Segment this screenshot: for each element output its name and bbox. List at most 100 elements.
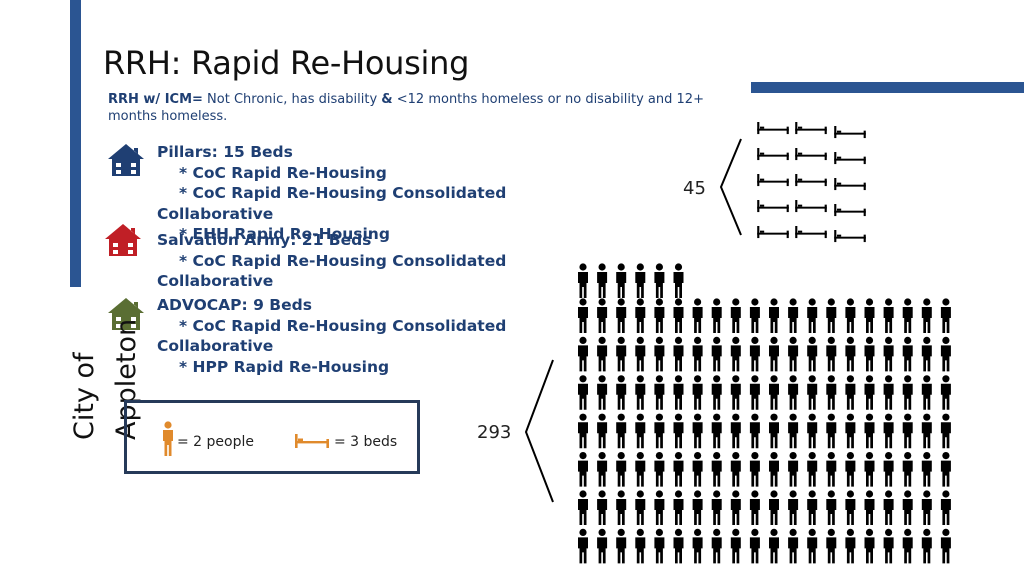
person-icon xyxy=(788,375,799,410)
person-icon xyxy=(864,413,875,449)
person-icon xyxy=(673,528,684,564)
house-icon xyxy=(105,224,141,256)
person-icon xyxy=(654,490,665,525)
person-icon xyxy=(616,298,627,333)
person-icon xyxy=(730,452,741,487)
person-icon xyxy=(749,375,760,410)
person-icon xyxy=(845,452,856,487)
person-icon xyxy=(578,263,588,298)
person-icon xyxy=(654,528,665,564)
legend-bed-text: = 3 beds xyxy=(334,434,398,450)
person-icon xyxy=(769,452,779,487)
person-icon xyxy=(616,452,627,487)
person-icon xyxy=(769,336,779,372)
person-icon xyxy=(635,490,646,525)
person-icon xyxy=(845,375,856,410)
program-item: Collaborative xyxy=(157,272,274,290)
right-accent-bar xyxy=(751,82,1024,93)
person-icon xyxy=(902,375,913,410)
house-icon xyxy=(108,144,144,176)
person-icon xyxy=(883,490,894,525)
person-icon xyxy=(711,413,722,449)
person-icon xyxy=(616,528,627,564)
people-bracket xyxy=(524,359,554,503)
person-icon xyxy=(749,336,760,372)
program-item: * CoC Rapid Re-Housing Consolidated xyxy=(179,251,507,270)
person-icon xyxy=(616,263,627,298)
person-icon xyxy=(788,413,799,449)
person-icon xyxy=(845,336,856,372)
person-icon xyxy=(769,298,779,333)
program-item: * HPP Rapid Re-Housing xyxy=(179,357,390,376)
person-icon xyxy=(635,452,646,487)
person-icon xyxy=(864,336,875,372)
person-icon xyxy=(845,298,856,333)
legend-box: = 2 people = 3 beds xyxy=(124,400,420,474)
bed-icon xyxy=(795,174,827,187)
person-icon xyxy=(163,421,173,456)
person-icon xyxy=(921,490,932,525)
person-icon xyxy=(597,298,608,333)
bed-icon xyxy=(795,200,827,213)
person-icon xyxy=(635,375,646,410)
person-icon xyxy=(616,336,627,372)
person-icon xyxy=(940,452,951,487)
person-icon xyxy=(902,490,913,525)
person-icon xyxy=(807,336,818,372)
person-icon xyxy=(921,528,932,564)
person-icon xyxy=(826,336,837,372)
person-icon xyxy=(826,452,837,487)
house-icon xyxy=(108,298,144,330)
person-icon xyxy=(578,452,588,487)
person-icon xyxy=(940,298,951,333)
person-icon xyxy=(845,490,856,525)
provider-name: Salvation Army: 21 Beds xyxy=(157,231,372,249)
person-icon xyxy=(940,413,951,449)
person-icon xyxy=(730,490,741,525)
person-icon xyxy=(616,490,627,525)
person-icon xyxy=(749,413,760,449)
person-icon xyxy=(769,413,779,449)
person-icon xyxy=(788,298,799,333)
person-icon xyxy=(711,298,722,333)
person-icon xyxy=(807,452,818,487)
person-icon xyxy=(597,528,608,564)
program-item: Collaborative xyxy=(157,204,274,223)
person-icon xyxy=(807,490,818,525)
person-icon xyxy=(902,413,913,449)
person-icon xyxy=(940,528,951,564)
person-icon xyxy=(673,263,684,298)
bed-icon xyxy=(757,200,789,213)
provider-salvation-army: Salvation Army: 21 Beds * CoC Rapid Re-H… xyxy=(157,230,517,292)
person-icon xyxy=(673,452,684,487)
person-icon xyxy=(788,490,799,525)
person-icon xyxy=(711,452,722,487)
person-icon xyxy=(654,375,665,410)
person-icon xyxy=(692,298,703,333)
program-item: * CoC Rapid Re-Housing xyxy=(179,163,387,182)
person-icon xyxy=(902,452,913,487)
bed-icon xyxy=(795,122,827,135)
person-icon xyxy=(864,528,875,564)
person-icon xyxy=(883,413,894,449)
person-icon xyxy=(864,375,875,410)
bed-icon xyxy=(834,178,866,191)
program-item: * CoC Rapid Re-Housing Consolidated xyxy=(179,184,507,202)
provider-pillars: Pillars: 15 Beds * CoC Rapid Re-Housing … xyxy=(157,142,517,245)
person-icon xyxy=(635,336,646,372)
person-icon xyxy=(654,413,665,449)
rrh-definition: RRH w/ ICM= Not Chronic, has disability … xyxy=(108,92,704,124)
person-icon xyxy=(845,413,856,449)
person-icon xyxy=(654,298,665,333)
person-icon xyxy=(864,490,875,525)
person-icon xyxy=(883,452,894,487)
bed-icon xyxy=(295,434,329,448)
person-icon xyxy=(711,528,722,564)
bed-icon xyxy=(834,230,866,243)
person-icon xyxy=(788,452,799,487)
person-icon xyxy=(940,375,951,410)
person-icon xyxy=(749,490,760,525)
provider-name: ADVOCAP: 9 Beds xyxy=(157,296,312,314)
person-icon xyxy=(826,298,837,333)
